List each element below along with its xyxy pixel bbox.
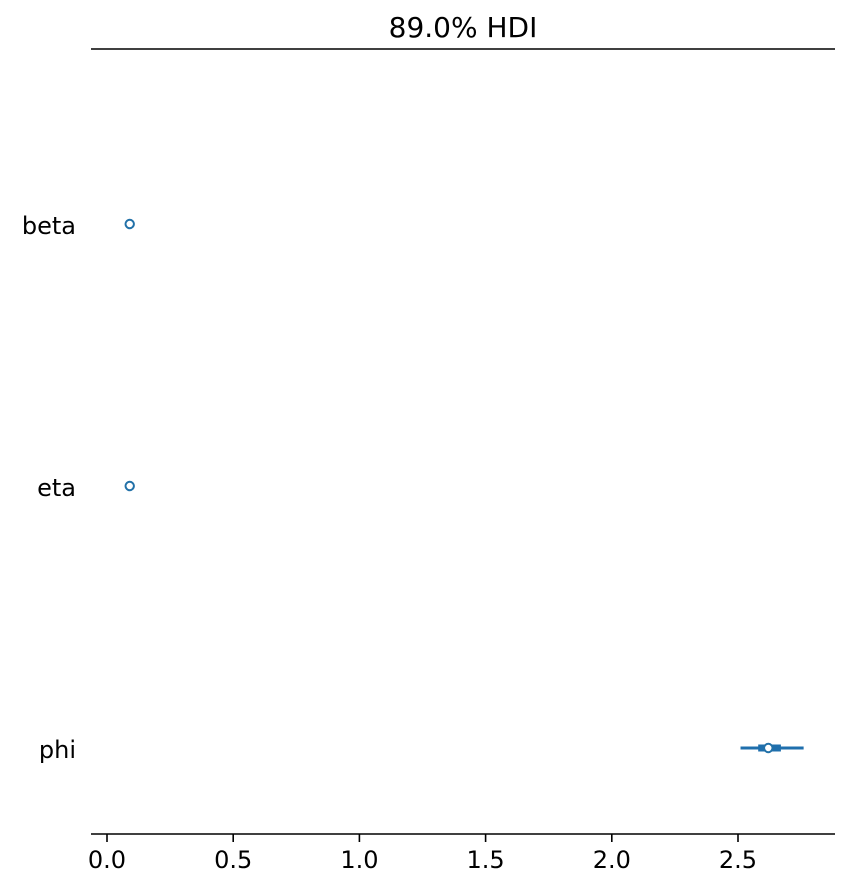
- chart-title: 89.0% HDI: [389, 11, 538, 44]
- x-tick-label: 2.0: [593, 846, 631, 874]
- y-category-label: phi: [39, 736, 76, 764]
- y-axis-labels: beta eta phi: [22, 212, 76, 764]
- point-estimate-marker: [124, 218, 135, 230]
- y-category-label: beta: [22, 212, 76, 240]
- point-estimate-marker: [124, 480, 135, 492]
- y-category-label: eta: [37, 474, 76, 502]
- x-tick-label: 0.5: [214, 846, 252, 874]
- x-tick-label: 1.5: [467, 846, 505, 874]
- x-tick-label: 2.5: [719, 846, 757, 874]
- x-axis-ticks: 0.0 0.5 1.0 1.5 2.0 2.5: [88, 834, 757, 874]
- point-estimate-marker: [763, 742, 774, 754]
- x-tick-label: 0.0: [88, 846, 126, 874]
- interval-marks: [124, 218, 804, 754]
- x-tick-label: 1.0: [340, 846, 378, 874]
